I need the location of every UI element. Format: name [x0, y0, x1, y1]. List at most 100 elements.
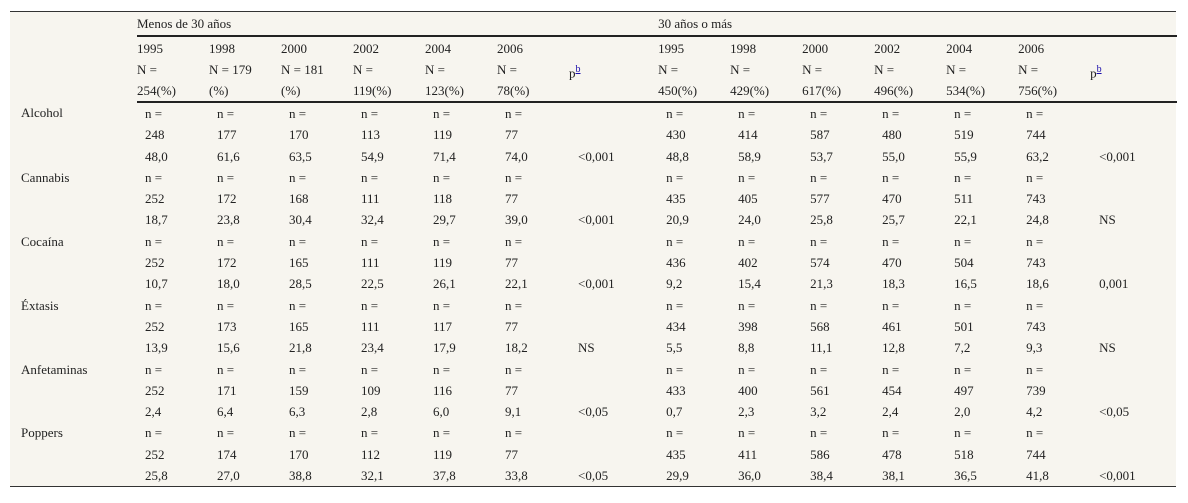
n-value: 433 — [666, 382, 686, 398]
percent-cell: 3,2 — [810, 404, 827, 420]
percent-cell: 2,4 — [145, 404, 162, 420]
n-prefix: n = — [217, 361, 235, 377]
sample-size-label: 123(%) — [425, 83, 464, 98]
n-value: 116 — [433, 382, 453, 398]
percent-cell: 29,7 — [433, 212, 456, 228]
n-value: 173 — [217, 318, 237, 334]
percent-cell: 74,0 — [505, 148, 528, 164]
empty-cell — [1090, 231, 1177, 274]
n-cell: n = 171 — [209, 359, 281, 402]
n-prefix: n = — [1026, 297, 1044, 313]
n-prefix: n = — [433, 233, 451, 249]
n-value: 109 — [361, 382, 381, 398]
n-value: 574 — [810, 255, 830, 271]
n-prefix: n = — [666, 297, 684, 313]
n-cell: n = 119 — [425, 102, 497, 146]
n-prefix: n = — [289, 106, 307, 121]
table-row-percent: 18,7 23,8 30,4 32,4 29,7 39,0 <0,001 20,9 24,0 25… — [10, 209, 1177, 230]
sample-size-label: 756(%) — [1018, 83, 1058, 98]
n-cell: n = 117 — [425, 295, 497, 338]
sample-size-label: 429(%) — [730, 83, 770, 98]
percent-cell: 63,5 — [289, 148, 312, 164]
n-prefix: n = — [433, 106, 451, 121]
drug-label: Cocaína — [21, 233, 64, 249]
n-value: 744 — [1026, 446, 1046, 462]
percent-cell: 55,0 — [882, 148, 905, 164]
percent-cell: 6,4 — [217, 404, 234, 420]
p-value-cell: <0,001 — [1099, 148, 1136, 164]
n-prefix: n = — [954, 361, 972, 377]
table-row-n: Cocaína n = 252 n = 172 n = 165 n = 111 n = 119 n =… — [10, 231, 1177, 274]
n-value: 461 — [882, 318, 902, 334]
table-row-n: Éxtasis n = 252 n = 173 n = 165 n = 111 n = 117 n =… — [10, 295, 1177, 338]
n-prefix: n = — [1026, 425, 1044, 441]
footnote-link-b[interactable]: b — [1096, 64, 1102, 75]
n-cell: n = 77 — [497, 231, 569, 274]
n-cell: n = 252 — [137, 167, 209, 210]
footnote-ref: b — [1097, 63, 1102, 75]
year-header: 2002 N = 119(%) — [353, 36, 425, 103]
n-value: 501 — [954, 318, 974, 334]
n-cell: n = 400 — [730, 359, 802, 402]
sample-size-label: N = — [497, 62, 517, 77]
percent-cell: 16,5 — [954, 276, 977, 292]
sample-size-label: N = 179 — [209, 62, 252, 77]
n-prefix: n = — [217, 106, 235, 121]
n-prefix: n = — [505, 106, 523, 121]
n-cell: n = 739 — [1018, 359, 1090, 402]
n-value: 111 — [361, 255, 380, 271]
table-row-percent: 13,9 15,6 21,8 23,4 17,9 18,2 NS 5,5 8,8 11,1 12,8… — [10, 337, 1177, 358]
n-cell: n = 119 — [425, 231, 497, 274]
year-label: 1998 — [209, 41, 235, 56]
n-prefix: n = — [145, 425, 163, 441]
n-cell: n = 478 — [874, 422, 946, 465]
sample-size-label: 450(%) — [658, 83, 698, 98]
n-prefix: n = — [954, 297, 972, 313]
year-label: 1995 — [658, 41, 685, 56]
table-row-percent: 25,8 27,0 38,8 32,1 37,8 33,8 <0,05 29,9 36,0 38,… — [10, 465, 1177, 486]
n-cell: n = 119 — [425, 422, 497, 465]
n-cell: n = 402 — [730, 231, 802, 274]
n-value: 118 — [433, 191, 453, 207]
percent-cell: 36,5 — [954, 468, 977, 484]
p-value-cell: NS — [1099, 212, 1116, 228]
footnote-link-b[interactable]: b — [575, 64, 581, 75]
n-cell: n = 172 — [209, 167, 281, 210]
n-prefix: n = — [666, 233, 684, 249]
n-value: 113 — [361, 127, 381, 143]
n-cell: n = 470 — [874, 167, 946, 210]
n-prefix: n = — [361, 425, 379, 441]
n-value: 743 — [1026, 318, 1046, 334]
percent-cell: 23,4 — [361, 340, 384, 356]
n-value: 171 — [217, 382, 237, 398]
sample-size-label: N = — [353, 62, 373, 77]
percent-cell: 2,4 — [882, 404, 899, 420]
n-cell: n = 248 — [137, 102, 209, 146]
n-cell: n = 743 — [1018, 167, 1090, 210]
percent-cell: 23,8 — [217, 212, 240, 228]
percent-cell: 9,3 — [1026, 340, 1043, 356]
n-prefix: n = — [666, 106, 684, 121]
n-prefix: n = — [433, 169, 451, 185]
n-prefix: n = — [361, 169, 379, 185]
n-cell: n = 519 — [946, 102, 1018, 146]
percent-cell: 61,6 — [217, 148, 240, 164]
percent-cell: 22,5 — [361, 276, 384, 292]
sample-size-label: 254(%) — [137, 83, 176, 98]
percent-cell: 7,2 — [954, 340, 971, 356]
empty-cell — [1090, 422, 1177, 465]
drug-label: Alcohol — [21, 105, 63, 120]
empty-cell — [569, 359, 658, 402]
percent-cell: 5,5 — [666, 340, 683, 356]
n-value: 248 — [145, 127, 165, 143]
table-body: Alcohol n = 248 n = 177 n = 170 n = 113 n = 119 n =… — [10, 102, 1177, 486]
n-value: 402 — [738, 255, 758, 271]
n-value: 77 — [505, 127, 518, 143]
n-value: 111 — [361, 191, 380, 207]
n-prefix: n = — [361, 233, 379, 249]
empty-cell — [569, 102, 658, 146]
sample-size-label: 78(%) — [497, 83, 530, 98]
percent-cell: 36,0 — [738, 468, 761, 484]
p-label: p — [1090, 65, 1097, 81]
percent-cell: 2,0 — [954, 404, 971, 420]
